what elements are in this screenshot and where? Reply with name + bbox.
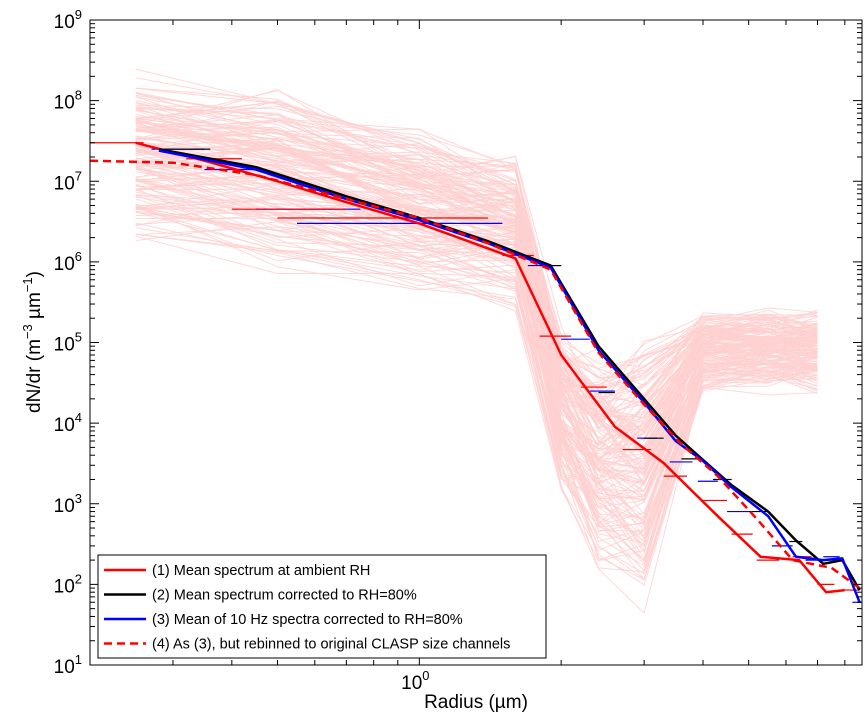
y-tick-label: 105	[54, 330, 82, 356]
background-spectrum-line	[135, 165, 818, 485]
y-tick-label: 109	[54, 7, 82, 33]
background-spectrum-line	[135, 196, 818, 562]
background-spectrum-line	[135, 167, 818, 494]
y-tick-label: 103	[54, 491, 82, 517]
background-spectrum-line	[135, 191, 818, 563]
background-spectrum-line	[135, 114, 818, 399]
y-tick-label: 108	[54, 88, 82, 114]
background-spectrum-line	[135, 198, 818, 581]
background-spectrum-line	[135, 161, 818, 455]
legend-label-3: (3) Mean of 10 Hz spectra corrected to R…	[152, 612, 463, 628]
background-spectrum-line	[135, 207, 818, 615]
background-spectrum-line	[135, 184, 818, 581]
background-spectrum-line	[135, 101, 818, 398]
background-spectrum-line	[135, 227, 818, 545]
legend: (1) Mean spectrum at ambient RH (2) Mean …	[97, 554, 547, 659]
legend-label-1: (1) Mean spectrum at ambient RH	[152, 563, 370, 579]
background-spectrum-line	[135, 146, 818, 460]
background-spectrum-line	[135, 107, 818, 425]
background-spectrum-line	[135, 235, 818, 573]
y-axis-label: dN/dr (m−3 µm−1)	[20, 271, 45, 413]
legend-label-2: (2) Mean spectrum corrected to RH=80%	[152, 588, 417, 604]
background-spectrum-line	[135, 147, 818, 468]
background-spectrum-line	[135, 130, 818, 415]
y-tick-label: 107	[54, 168, 82, 194]
background-spectrum-line	[135, 149, 818, 458]
x-axis-label: Radius (µm)	[424, 692, 528, 713]
series-line-2	[158, 147, 861, 591]
y-tick-label: 104	[54, 410, 82, 436]
plot-frame	[89, 19, 863, 666]
background-spectrum-line	[135, 143, 818, 481]
x-tick-labels: 100	[401, 668, 429, 694]
background-spectrum-line	[135, 182, 818, 501]
background-spectrum-line	[135, 233, 818, 552]
legend-box	[97, 554, 547, 659]
x-tick-label: 100	[401, 668, 429, 694]
background-spectrum-line	[135, 107, 818, 378]
y-tick-label: 102	[54, 571, 82, 597]
background-spectrum-line	[135, 104, 818, 408]
axis-ticks	[89, 20, 862, 666]
background-spectra	[135, 68, 818, 615]
background-spectrum-line	[135, 204, 818, 470]
y-tick-label: 101	[54, 652, 82, 678]
background-spectrum-line	[135, 206, 818, 530]
y-tick-labels: 101 102 103 104 105 106 107 108 109	[54, 7, 82, 678]
background-spectrum-line	[135, 208, 818, 572]
background-spectrum-line	[135, 119, 818, 404]
series-lines	[90, 141, 861, 603]
background-spectrum-line	[135, 68, 818, 415]
background-spectrum-line	[135, 119, 818, 478]
background-spectrum-line	[135, 119, 818, 441]
background-spectrum-line	[135, 141, 818, 443]
y-tick-label: 106	[54, 249, 82, 275]
background-spectrum-line	[135, 104, 818, 402]
legend-label-4: (4) As (3), but rebinned to original CLA…	[152, 637, 510, 653]
series-line-4	[90, 159, 861, 590]
